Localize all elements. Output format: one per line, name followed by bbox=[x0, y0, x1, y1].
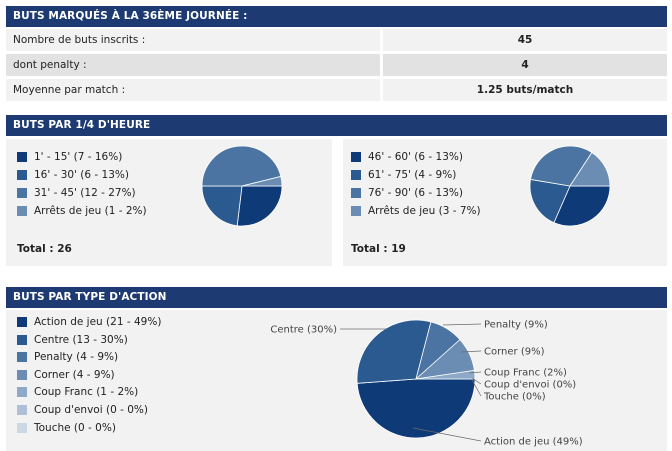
action-panel: Action de jeu (21 - 49%) Centre (13 - 30%… bbox=[6, 310, 667, 451]
legend-swatch bbox=[351, 206, 361, 216]
quarter-first-half-slice bbox=[236, 185, 283, 227]
section-header-goals-by-action: BUTS PAR TYPE D'ACTION bbox=[6, 287, 667, 308]
legend-swatch bbox=[17, 317, 27, 327]
pie-chart-second-half bbox=[529, 145, 611, 227]
pie-slice-label: Action de jeu (49%) bbox=[484, 437, 583, 448]
pie-label-leader-line bbox=[412, 427, 482, 442]
section-header-goals-scored: BUTS MARQUÉS À LA 36ÈME JOURNÉE : bbox=[6, 6, 667, 27]
legend-label: Centre (13 - 30%) bbox=[34, 333, 128, 346]
stats-label: Moyenne par match : bbox=[6, 79, 380, 101]
legend-label: 46' - 60' (6 - 13%) bbox=[368, 151, 463, 163]
quarter-second-half-slice bbox=[569, 151, 611, 187]
legend-label: Coup d'envoi (0 - 0%) bbox=[34, 404, 148, 416]
pie-slice-label: Centre (30%) bbox=[270, 325, 337, 336]
pie-label-leader-line bbox=[460, 350, 482, 353]
quarter-first-half-slice bbox=[201, 145, 282, 187]
pie-slice-label: Coup d'envoi (0%) bbox=[484, 380, 576, 391]
quarter-second-half-slice bbox=[553, 185, 611, 227]
legend-label: Corner (4 - 9%) bbox=[34, 368, 115, 381]
legend-swatch bbox=[17, 422, 27, 433]
legend-label: Arrêts de jeu (1 - 2%) bbox=[34, 205, 147, 217]
legend-swatch bbox=[17, 152, 27, 162]
legend-label: 76' - 90' (6 - 13%) bbox=[368, 187, 463, 199]
pie-slice-label: Corner (9%) bbox=[484, 347, 545, 358]
legend-label: Arrêts de jeu (3 - 7%) bbox=[368, 205, 481, 217]
quarter-panel-second-half: 46' - 60' (6 - 13%) 61' - 75' (4 - 9%) 76'… bbox=[343, 139, 667, 266]
legend-label: 61' - 75' (4 - 9%) bbox=[368, 169, 457, 181]
legend-label: 16' - 30' (6 - 13%) bbox=[34, 169, 129, 181]
quarter-second-half-slice bbox=[530, 145, 593, 187]
legend-label: 31' - 45' (12 - 27%) bbox=[34, 187, 136, 199]
pie-label-leader-line bbox=[442, 323, 482, 326]
pie-slice-label: Penalty (9%) bbox=[484, 320, 548, 331]
pie-chart-first-half bbox=[201, 145, 283, 227]
total-second-half: Total : 19 bbox=[351, 243, 406, 255]
legend-swatch bbox=[17, 387, 27, 398]
legend-swatch bbox=[17, 188, 27, 198]
pie-slice-label: Coup Franc (2%) bbox=[484, 368, 567, 379]
quarter-first-half-slice bbox=[241, 175, 283, 187]
legend-swatch bbox=[17, 405, 27, 415]
pie-label-leader-line bbox=[468, 371, 482, 374]
stats-row-total-goals: Nombre de buts inscrits : 45 bbox=[6, 29, 667, 51]
total-first-half: Total : 26 bbox=[17, 243, 72, 255]
legend-swatch bbox=[17, 369, 27, 380]
section-header-goals-by-quarter: BUTS PAR 1/4 D'HEURE bbox=[6, 115, 667, 136]
pie-slice-label: Touche (0%) bbox=[483, 392, 546, 403]
quarter-second-half-slice bbox=[529, 178, 571, 224]
legend-swatch bbox=[351, 188, 361, 198]
legend-swatch bbox=[17, 352, 27, 363]
legend-swatch bbox=[351, 152, 361, 162]
stats-row-average: Moyenne par match : 1.25 buts/match bbox=[6, 79, 667, 101]
stats-label: Nombre de buts inscrits : bbox=[6, 29, 380, 51]
pie-label-leader-line bbox=[471, 379, 482, 397]
legend-swatch bbox=[17, 334, 27, 345]
quarter-panel-first-half: 1' - 15' (7 - 16%) 16' - 30' (6 - 13%) 31'… bbox=[6, 139, 332, 266]
pie-label-leader-line bbox=[471, 377, 482, 385]
quarter-first-half-slice bbox=[201, 185, 243, 227]
legend-label: Penalty (4 - 9%) bbox=[34, 351, 119, 364]
stats-value: 1.25 buts/match bbox=[383, 79, 667, 101]
legend-swatch bbox=[351, 170, 361, 180]
stats-value: 4 bbox=[383, 54, 667, 76]
stats-label: dont penalty : bbox=[6, 54, 380, 76]
legend-label: 1' - 15' (7 - 16%) bbox=[34, 151, 123, 163]
legend-label: Coup Franc (1 - 2%) bbox=[34, 386, 139, 399]
legend-swatch bbox=[17, 170, 27, 180]
legend-swatch bbox=[17, 206, 27, 216]
action-type-slice bbox=[356, 319, 432, 384]
action-type-slice bbox=[415, 369, 476, 380]
pie-chart-action-type: Action de jeu (49%) Centre (30%) Penalty (… bbox=[270, 319, 583, 448]
stats-value: 45 bbox=[383, 29, 667, 51]
legend-label: Touche (0 - 0%) bbox=[34, 421, 116, 434]
legend-label: Action de jeu (21 - 49%) bbox=[34, 316, 162, 328]
stats-row-penalty: dont penalty : 4 bbox=[6, 54, 667, 76]
action-type-slice bbox=[356, 378, 476, 439]
